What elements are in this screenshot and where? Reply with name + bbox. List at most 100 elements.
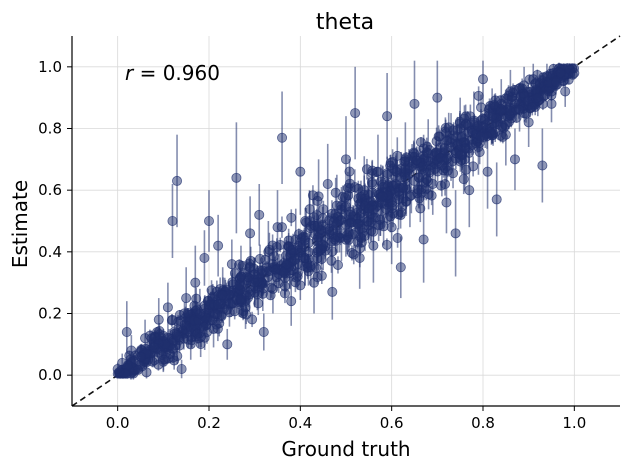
x-tick-label: 0.8 bbox=[471, 414, 495, 432]
data-point bbox=[523, 117, 534, 128]
x-tick-label: 1.0 bbox=[562, 414, 586, 432]
data-point bbox=[288, 244, 299, 255]
data-point bbox=[482, 166, 493, 177]
data-point bbox=[208, 323, 219, 334]
data-point bbox=[324, 226, 335, 237]
data-point bbox=[258, 326, 269, 337]
data-point bbox=[344, 166, 355, 177]
data-point bbox=[258, 283, 269, 294]
r-value: = 0.960 bbox=[133, 61, 220, 85]
data-point bbox=[210, 309, 221, 320]
data-point bbox=[395, 262, 406, 273]
data-point bbox=[354, 243, 365, 254]
data-point bbox=[491, 194, 502, 205]
data-point bbox=[414, 172, 425, 183]
data-point bbox=[322, 178, 333, 189]
y-tick-label: 0.0 bbox=[38, 366, 62, 384]
data-point bbox=[312, 221, 323, 232]
data-point bbox=[192, 328, 203, 339]
data-point bbox=[295, 280, 306, 291]
data-point bbox=[244, 289, 255, 300]
data-point bbox=[309, 277, 320, 288]
data-point bbox=[404, 163, 415, 174]
x-tick-label: 0.6 bbox=[380, 414, 404, 432]
data-point bbox=[235, 271, 246, 282]
data-point bbox=[226, 259, 237, 270]
data-point bbox=[181, 293, 192, 304]
data-point bbox=[190, 277, 201, 288]
axes bbox=[71, 36, 620, 407]
y-ticks: 0.0 0.2 0.4 0.6 0.8 1.0 bbox=[38, 58, 72, 384]
data-point bbox=[254, 209, 265, 220]
data-point bbox=[182, 308, 193, 319]
data-point bbox=[382, 169, 393, 180]
data-point bbox=[443, 122, 454, 133]
data-point bbox=[427, 178, 438, 189]
data-point bbox=[141, 367, 152, 378]
data-point bbox=[253, 298, 264, 309]
data-point bbox=[359, 185, 370, 196]
data-point bbox=[206, 285, 217, 296]
data-point bbox=[509, 154, 520, 165]
data-point bbox=[299, 252, 310, 263]
data-point bbox=[546, 98, 557, 109]
data-point bbox=[496, 98, 507, 109]
data-point bbox=[541, 71, 552, 82]
data-point bbox=[140, 333, 151, 344]
data-point bbox=[442, 153, 453, 164]
data-point bbox=[423, 148, 434, 159]
y-axis-label: Estimate bbox=[8, 180, 32, 268]
data-point bbox=[121, 326, 132, 337]
data-point bbox=[270, 264, 281, 275]
data-point bbox=[527, 101, 538, 112]
data-point bbox=[391, 167, 402, 178]
data-point bbox=[377, 191, 388, 202]
data-point bbox=[514, 105, 525, 116]
data-point bbox=[446, 141, 457, 152]
data-point bbox=[304, 204, 315, 215]
data-point bbox=[254, 253, 265, 264]
r-symbol: r bbox=[125, 61, 135, 85]
data-point bbox=[267, 283, 278, 294]
data-point bbox=[473, 141, 484, 152]
data-point bbox=[461, 164, 472, 175]
y-tick-label: 0.8 bbox=[38, 120, 62, 138]
data-point bbox=[337, 191, 348, 202]
data-point bbox=[317, 213, 328, 224]
data-point bbox=[286, 212, 297, 223]
data-point bbox=[343, 234, 354, 245]
data-point bbox=[199, 252, 210, 263]
data-point bbox=[272, 222, 283, 233]
data-point bbox=[240, 302, 251, 313]
data-point bbox=[135, 351, 146, 362]
data-point bbox=[381, 239, 392, 250]
data-point bbox=[440, 179, 451, 190]
data-point bbox=[235, 294, 246, 305]
data-point bbox=[375, 219, 386, 230]
data-point bbox=[560, 86, 571, 97]
data-point bbox=[327, 286, 338, 297]
data-point bbox=[245, 255, 256, 266]
data-point bbox=[519, 80, 530, 91]
data-point bbox=[126, 345, 137, 356]
y-tick-label: 1.0 bbox=[38, 58, 62, 76]
data-point bbox=[158, 330, 169, 341]
data-point bbox=[172, 330, 183, 341]
data-point bbox=[464, 185, 475, 196]
data-point bbox=[473, 90, 484, 101]
data-point bbox=[331, 200, 342, 211]
data-point bbox=[394, 190, 405, 201]
data-point bbox=[203, 215, 214, 226]
data-point bbox=[386, 222, 397, 233]
data-point bbox=[313, 191, 324, 202]
data-point bbox=[340, 154, 351, 165]
data-point bbox=[149, 342, 160, 353]
data-point bbox=[569, 68, 580, 79]
data-point bbox=[528, 74, 539, 85]
data-point bbox=[395, 210, 406, 221]
data-point bbox=[387, 200, 398, 211]
chart-title: theta bbox=[316, 10, 374, 35]
data-point bbox=[172, 175, 183, 186]
data-point bbox=[263, 246, 274, 257]
data-point bbox=[385, 211, 396, 222]
